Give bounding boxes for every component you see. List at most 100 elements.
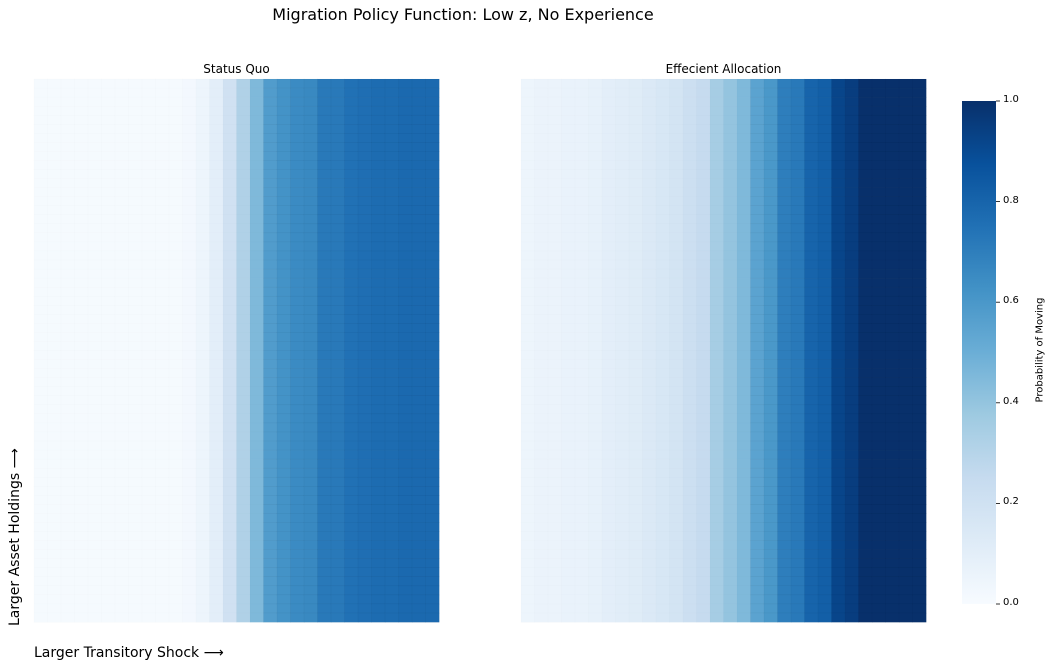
heatmap-cell: [858, 87, 873, 98]
heatmap-cell: [602, 576, 616, 587]
heatmap-cell: [209, 269, 224, 279]
heatmap-cell: [642, 368, 657, 378]
heatmap-cell: [142, 133, 156, 143]
heatmap-cell: [575, 540, 589, 550]
heatmap-cell: [398, 78, 413, 89]
heatmap-cell: [101, 603, 116, 614]
heatmap-cell: [425, 332, 440, 342]
heatmap-cell: [411, 540, 427, 551]
heatmap-cell: [196, 531, 210, 541]
heatmap-cell: [88, 368, 102, 378]
heatmap-cell: [371, 105, 386, 116]
heatmap-cell: [34, 287, 48, 297]
heatmap-cell: [683, 540, 697, 550]
heatmap-cell: [561, 296, 576, 306]
heatmap-cell: [263, 259, 278, 270]
heatmap-cell: [602, 531, 616, 541]
heatmap-cell: [763, 386, 779, 397]
heatmap-cell: [236, 350, 251, 360]
heatmap-cell: [115, 305, 129, 315]
heatmap-cell: [521, 431, 535, 442]
heatmap-cell: [317, 549, 332, 560]
heatmap-cell: [521, 115, 535, 125]
heatmap-cell: [912, 250, 927, 261]
heatmap-cell: [858, 114, 873, 125]
heatmap-cell: [155, 88, 170, 98]
heatmap-cell: [263, 395, 278, 406]
heatmap-cell: [790, 531, 806, 542]
heatmap-cell: [817, 96, 833, 107]
heatmap-cell: [155, 79, 170, 89]
heatmap-cell: [61, 88, 75, 98]
heatmap-cell: [912, 431, 927, 442]
heatmap-cell: [263, 458, 278, 469]
heatmap-cell: [669, 278, 684, 288]
heatmap-cell: [669, 323, 684, 333]
heatmap-cell: [561, 124, 576, 134]
heatmap-cell: [330, 449, 346, 460]
heatmap-cell: [521, 332, 535, 342]
heatmap-cell: [276, 205, 292, 216]
heatmap-cell: [47, 142, 62, 152]
heatmap-cell: [330, 105, 346, 116]
heatmap-cell: [629, 187, 643, 197]
heatmap-cell: [357, 603, 373, 614]
heatmap-cell: [74, 422, 89, 433]
heatmap-cell: [871, 350, 887, 361]
heatmap-cell: [656, 124, 670, 134]
heatmap-cell: [642, 314, 657, 324]
heatmap-cell: [790, 160, 806, 171]
heatmap-cell: [885, 124, 900, 134]
heatmap-cell: [575, 296, 589, 306]
heatmap-cell: [371, 323, 386, 333]
heatmap-cell: [263, 124, 278, 134]
heatmap-cell: [548, 612, 562, 623]
heatmap-cell: [521, 296, 535, 306]
heatmap-cell: [602, 413, 616, 424]
heatmap-cell: [710, 459, 724, 469]
heatmap-cell: [276, 486, 292, 496]
heatmap-cell: [642, 97, 657, 107]
heatmap-cell: [683, 196, 697, 206]
heatmap-cell: [344, 241, 359, 252]
heatmap-cell: [209, 395, 224, 406]
heatmap-cell: [683, 214, 697, 225]
heatmap-cell: [602, 79, 616, 89]
heatmap-cell: [777, 133, 792, 143]
heatmap-cell: [169, 214, 183, 225]
heatmap-cell: [34, 323, 48, 333]
heatmap-cell: [629, 169, 643, 179]
heatmap-cell: [763, 467, 779, 478]
heatmap-cell: [61, 413, 75, 424]
heatmap-cell: [548, 97, 562, 107]
heatmap-cell: [263, 431, 278, 442]
heatmap-cell: [74, 260, 89, 270]
heatmap-cell: [777, 368, 792, 379]
heatmap-cell: [115, 350, 129, 360]
heatmap-cell: [696, 278, 711, 288]
heatmap-cell: [804, 440, 819, 451]
heatmap-cell: [534, 133, 549, 143]
heatmap-cell: [155, 612, 170, 623]
heatmap-cell: [521, 196, 535, 206]
heatmap-cell: [182, 106, 197, 116]
heatmap-cell: [629, 350, 643, 360]
heatmap-cell: [777, 522, 792, 533]
heatmap-cell: [602, 585, 616, 596]
heatmap-cell: [398, 96, 413, 107]
heatmap-cell: [223, 160, 237, 170]
heatmap-cell: [561, 278, 576, 288]
heatmap-cell: [885, 377, 900, 388]
heatmap-cell: [371, 178, 386, 189]
heatmap-cell: [128, 441, 143, 451]
heatmap-cell: [656, 522, 670, 532]
heatmap-cell: [615, 477, 630, 487]
heatmap-cell: [575, 305, 589, 315]
heatmap-cell: [656, 513, 670, 523]
heatmap-cell: [101, 169, 116, 179]
heatmap-cell: [696, 79, 711, 89]
heatmap-cell: [88, 160, 102, 170]
heatmap-cell: [209, 142, 224, 152]
panel-title-efficient-allocation: Effecient Allocation: [665, 62, 782, 76]
heatmap-cell: [871, 377, 887, 388]
